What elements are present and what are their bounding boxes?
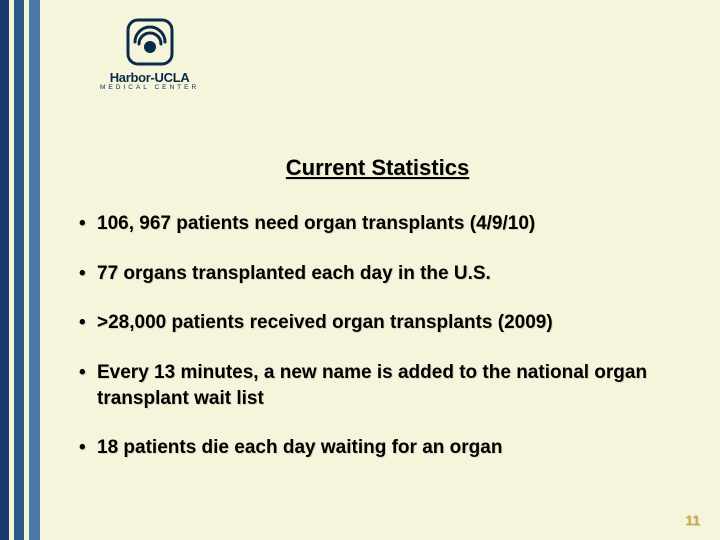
logo-subtitle: MEDICAL CENTER xyxy=(100,84,199,91)
stripe-2 xyxy=(14,0,24,540)
slide-content: Current Statistics 106, 967 patients nee… xyxy=(75,155,680,485)
logo-icon xyxy=(119,18,181,68)
list-item: 77 organs transplanted each day in the U… xyxy=(75,261,680,287)
list-item: Every 13 minutes, a new name is added to… xyxy=(75,360,680,411)
page-number: 11 xyxy=(685,512,700,528)
stripe-1 xyxy=(0,0,9,540)
stripe-3 xyxy=(29,0,40,540)
logo-title: Harbor-UCLA xyxy=(110,70,190,85)
side-stripes xyxy=(0,0,40,540)
slide-title: Current Statistics xyxy=(75,155,680,181)
list-item: 106, 967 patients need organ transplants… xyxy=(75,211,680,237)
hospital-logo: Harbor-UCLA MEDICAL CENTER xyxy=(100,18,199,91)
list-item: 18 patients die each day waiting for an … xyxy=(75,435,680,461)
bullet-list: 106, 967 patients need organ transplants… xyxy=(75,211,680,461)
list-item: >28,000 patients received organ transpla… xyxy=(75,310,680,336)
